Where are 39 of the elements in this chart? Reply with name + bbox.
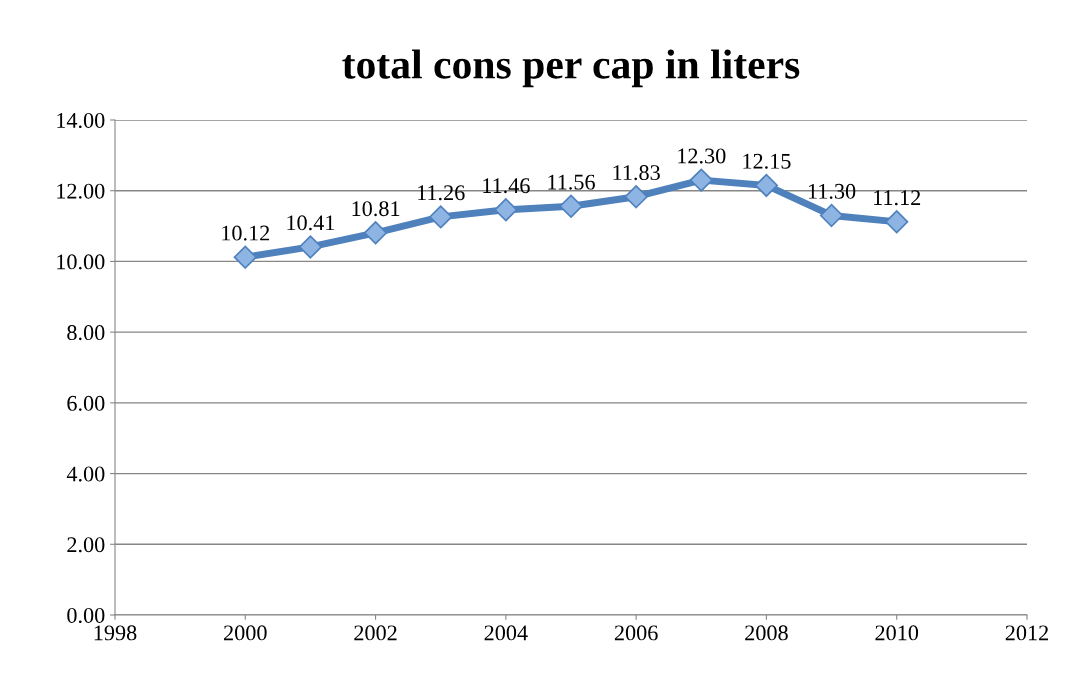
- y-tick-label: 8.00: [67, 325, 105, 341]
- data-label: 11.46: [483, 178, 530, 194]
- data-label: 11.12: [874, 190, 921, 206]
- y-tick-label: 12.00: [57, 183, 105, 199]
- y-tick-label: 14.00: [57, 112, 105, 129]
- chart-title: total cons per cap in liters: [342, 49, 800, 88]
- data-label: 12.15: [743, 153, 791, 169]
- x-tick-label: 2002: [354, 625, 397, 641]
- data-label: 11.30: [808, 183, 856, 199]
- point: [885, 210, 909, 234]
- data-label: 11.56: [548, 174, 595, 190]
- point: [233, 245, 257, 269]
- point: [754, 173, 779, 198]
- y-tick-label: 6.00: [67, 395, 105, 411]
- x-tick-label: 2008: [745, 625, 788, 641]
- x-tick-label: 2004: [484, 625, 528, 641]
- x-tick-label: 2012: [1005, 625, 1048, 641]
- point: [429, 205, 453, 229]
- y-tick-label: 10.00: [57, 254, 105, 270]
- point: [819, 203, 844, 228]
- y-tick-label: 2.00: [67, 537, 105, 553]
- point: [298, 235, 323, 259]
- data-label: 10.81: [352, 201, 400, 217]
- x-tick-label: 2006: [614, 625, 658, 641]
- data-label: 12.30: [678, 148, 726, 164]
- y-tick-label: 0.00: [67, 607, 105, 624]
- point: [624, 185, 648, 209]
- point: [494, 198, 518, 222]
- x-tick-label: 1998: [94, 625, 137, 641]
- point: [559, 194, 583, 218]
- data-label: 11.83: [613, 165, 660, 181]
- x-tick-label: 2000: [224, 625, 267, 641]
- point: [689, 168, 713, 192]
- data-label: 10.12: [222, 225, 270, 241]
- data-label: 11.26: [418, 185, 465, 201]
- data-label: 10.41: [287, 215, 335, 231]
- y-tick-label: 4.00: [66, 466, 105, 482]
- point: [363, 221, 388, 245]
- x-tick-label: 2010: [875, 625, 919, 641]
